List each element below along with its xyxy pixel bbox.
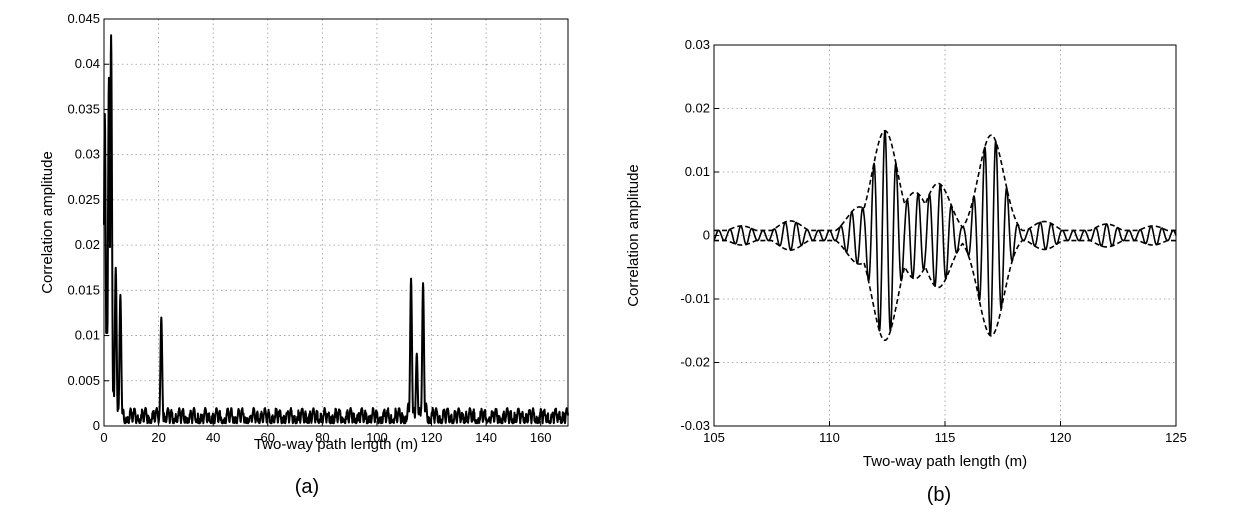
a-x-tick-label: 0 xyxy=(100,430,107,445)
chart-a-xlabel: Two-way path length (m) xyxy=(254,436,418,453)
chart-b: 105 110 115 120 125 -0.03 -0.02 -0.01 0 0.01 0.02 0… xyxy=(625,37,1187,506)
b-x-tick-label: 110 xyxy=(819,430,840,445)
a-x-tick-label: 60 xyxy=(261,430,275,445)
chart-b-oscillation-line xyxy=(713,129,1177,337)
a-x-tick-label: 80 xyxy=(315,430,329,445)
a-x-tick-label: 120 xyxy=(421,430,443,445)
chart-b-grid xyxy=(714,44,1177,427)
chart-b-ylabel: Correlation amplitude xyxy=(625,164,642,307)
chart-a-frame xyxy=(103,18,569,427)
chart-b-envelope-lower xyxy=(714,239,1176,342)
a-x-tick-label: 40 xyxy=(206,430,220,445)
b-x-tick-label: 125 xyxy=(1165,430,1187,445)
chart-a-panel-label: (a) xyxy=(295,476,319,498)
chart-b-envelope-upper xyxy=(714,129,1176,232)
a-y-tick-label: 0.035 xyxy=(67,101,100,116)
chart-b-panel-label: (b) xyxy=(927,484,951,506)
a-y-tick-label: 0.03 xyxy=(75,147,100,162)
chart-b-ticks: 105 110 115 120 125 -0.03 -0.02 -0.01 0 0.01 0.02 0… xyxy=(680,37,1186,445)
a-y-tick-label: 0.01 xyxy=(75,328,100,343)
b-x-tick-label: 105 xyxy=(703,430,725,445)
chart-a-ylabel: Correlation amplitude xyxy=(39,151,56,294)
chart-b-frame xyxy=(713,44,1177,427)
b-x-tick-label: 115 xyxy=(935,430,956,445)
a-y-tick-label: 0.025 xyxy=(67,192,100,207)
a-y-tick-label: 0.005 xyxy=(67,373,100,388)
b-x-tick-label: 120 xyxy=(1050,430,1072,445)
a-y-tick-label: 0 xyxy=(93,418,100,433)
chart-b-xlabel: Two-way path length (m) xyxy=(863,453,1027,470)
b-y-tick-label: 0.02 xyxy=(685,101,710,116)
a-x-tick-label: 160 xyxy=(530,430,552,445)
b-y-tick-label: -0.01 xyxy=(680,291,710,306)
a-y-tick-label: 0.045 xyxy=(67,11,100,26)
a-x-tick-label: 100 xyxy=(366,430,388,445)
chart-a-series-line xyxy=(103,34,569,425)
b-y-tick-label: -0.03 xyxy=(680,418,710,433)
a-y-tick-label: 0.04 xyxy=(75,56,100,71)
a-y-tick-label: 0.015 xyxy=(67,282,100,297)
b-y-tick-label: -0.02 xyxy=(680,355,710,370)
a-y-tick-label: 0.02 xyxy=(75,237,100,252)
a-x-tick-label: 140 xyxy=(475,430,497,445)
a-x-tick-label: 20 xyxy=(151,430,165,445)
chart-a-grid xyxy=(104,18,568,427)
chart-a: 0 20 40 60 80 100 120 140 160 0 0.005 0.01 0.015 0.02… xyxy=(39,11,569,498)
b-y-tick-label: 0.01 xyxy=(685,164,710,179)
b-y-tick-label: 0.03 xyxy=(685,37,710,52)
chart-a-ticks: 0 20 40 60 80 100 120 140 160 0 0.005 0.01 0.015 0.02… xyxy=(67,11,551,445)
b-y-tick-label: 0 xyxy=(703,228,710,243)
